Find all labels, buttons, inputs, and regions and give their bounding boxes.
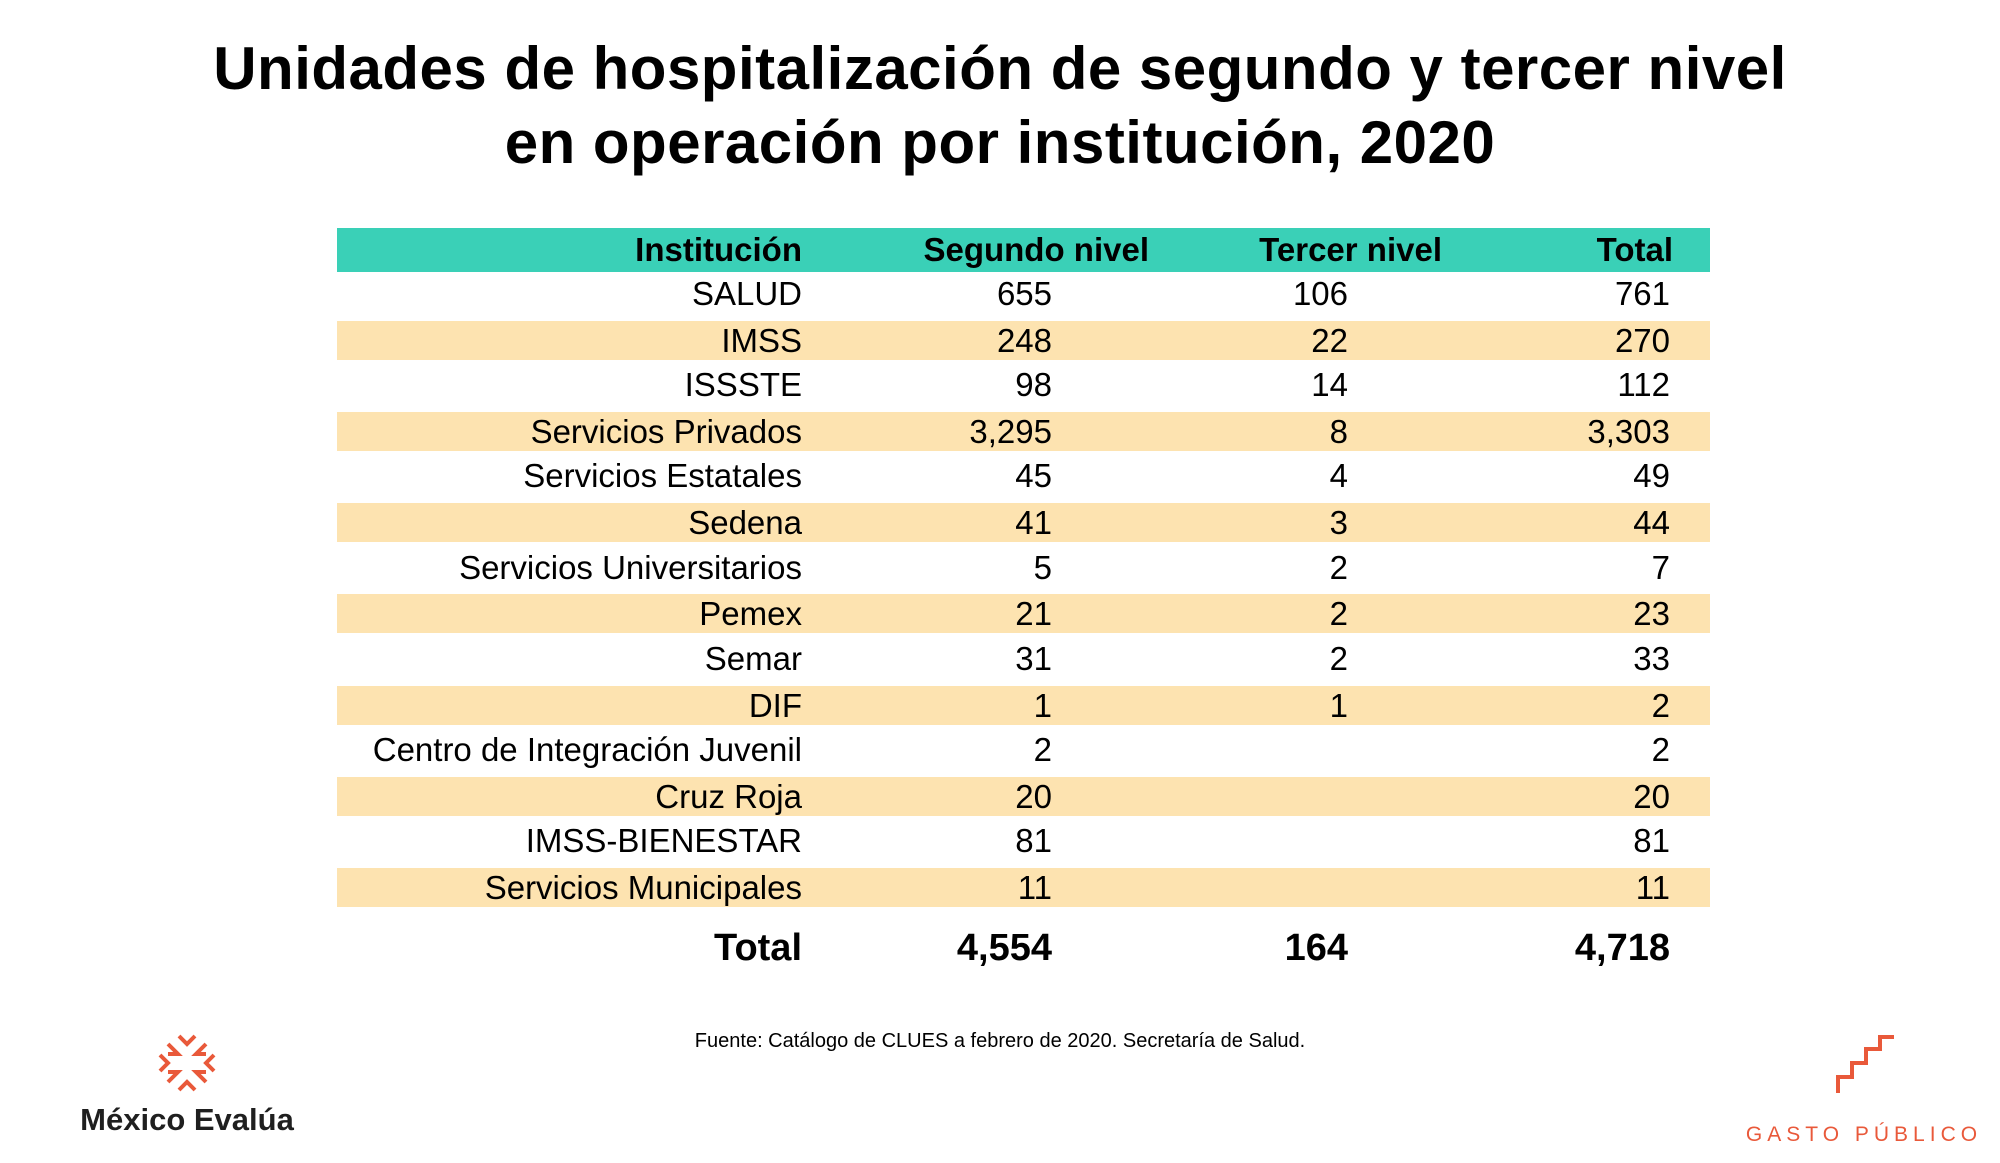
table-row: Servicios Privados 3,295 8 3,303 [337, 412, 1710, 452]
total-label: Total [714, 927, 802, 970]
cell-total: 2 [1651, 730, 1670, 768]
cell-segundo-nivel: 81 [1015, 822, 1052, 860]
header-total: Total [1596, 231, 1673, 268]
table-row: Centro de Integración Juvenil 2 2 [337, 728, 1710, 774]
cell-total: 3,303 [1587, 413, 1670, 451]
cell-institucion: Semar [704, 639, 802, 677]
cell-tercer-nivel: 106 [1292, 275, 1348, 312]
header-segundo-nivel: Segundo nivel [923, 231, 1149, 268]
table-row: DIF 1 1 2 [337, 685, 1710, 725]
title-line-1: Unidades de hospitalización de segundo y… [213, 35, 1787, 102]
cell-total: 761 [1614, 275, 1670, 312]
table-row: IMSS-BIENESTAR 81 81 [337, 819, 1710, 865]
cell-tercer-nivel: 14 [1311, 366, 1348, 404]
cell-segundo-nivel: 98 [1015, 366, 1052, 404]
total-segundo-nivel: 4,554 [956, 927, 1052, 970]
cell-tercer-nivel: 8 [1329, 413, 1348, 451]
cell-segundo-nivel: 11 [1017, 869, 1052, 907]
cell-segundo-nivel: 3,295 [969, 413, 1052, 451]
cell-segundo-nivel: 248 [996, 321, 1052, 359]
table-row: IMSS 248 22 270 [337, 320, 1710, 360]
table-row: Cruz Roja 20 20 [337, 776, 1710, 816]
title-line-2: en operación por institución, 2020 [504, 109, 1496, 176]
table-row: Semar 31 2 33 [337, 637, 1710, 683]
cell-institucion: Centro de Integración Juvenil [372, 730, 802, 768]
mexico-evalua-star-icon [158, 1034, 216, 1092]
mexico-evalua-name: México Evalúa [80, 1102, 294, 1137]
table-row: Servicios Estatales 45 4 49 [337, 454, 1710, 500]
cell-tercer-nivel: 1 [1329, 686, 1348, 724]
cell-total: 20 [1633, 777, 1670, 815]
cell-segundo-nivel: 41 [1015, 504, 1052, 542]
cell-total: 44 [1633, 504, 1670, 542]
cell-tercer-nivel: 3 [1329, 504, 1348, 542]
cell-tercer-nivel: 2 [1329, 548, 1348, 586]
table-row: SALUD 655 106 761 [337, 272, 1710, 318]
cell-institucion: ISSSTE [684, 366, 802, 404]
header-tercer-nivel: Tercer nivel [1259, 231, 1442, 268]
source-note: Fuente: Catálogo de CLUES a febrero de 2… [694, 1030, 1306, 1052]
cell-institucion: Servicios Universitarios [459, 548, 802, 586]
cell-institucion: IMSS-BIENESTAR [525, 822, 802, 860]
cell-institucion: SALUD [691, 275, 802, 312]
chart-title: Unidades de hospitalización de segundo y… [0, 32, 2000, 180]
table-row: Servicios Municipales 11 11 [337, 868, 1710, 908]
cell-segundo-nivel: 20 [1015, 777, 1052, 815]
cell-institucion: Servicios Estatales [523, 457, 802, 495]
table-row: Sedena 41 3 44 [337, 503, 1710, 543]
cell-institucion: Sedena [688, 504, 802, 542]
cell-segundo-nivel: 45 [1015, 457, 1052, 495]
cell-institucion: IMSS [721, 321, 802, 359]
table-row: Pemex 21 2 23 [337, 594, 1710, 634]
cell-total: 7 [1651, 548, 1670, 586]
table-row: ISSSTE 98 14 112 [337, 363, 1710, 409]
mexico-evalua-logo: México Evalúa [76, 1032, 298, 1142]
cell-tercer-nivel: 4 [1329, 457, 1348, 495]
gasto-publico-name: GASTO PÚBLICO [1745, 1123, 1983, 1146]
cell-tercer-nivel: 2 [1329, 595, 1348, 633]
cell-segundo-nivel: 2 [1033, 730, 1052, 768]
gasto-publico-logo: GASTO PÚBLICO [1744, 1033, 1984, 1153]
cell-total: 23 [1633, 595, 1670, 633]
total-tercer-nivel: 164 [1284, 927, 1348, 970]
cell-institucion: Pemex [699, 595, 802, 633]
cell-total: 11 [1635, 869, 1670, 907]
cell-total: 2 [1651, 686, 1670, 724]
cell-segundo-nivel: 655 [996, 275, 1052, 312]
cell-institucion: DIF [748, 686, 802, 724]
cell-total: 33 [1633, 639, 1670, 677]
institution-table: Institución Segundo nivel Tercer nivel T… [337, 228, 1710, 970]
table-header-row: Institución Segundo nivel Tercer nivel T… [337, 228, 1710, 272]
gasto-publico-stairs-icon [1836, 1035, 1894, 1093]
cell-segundo-nivel: 31 [1015, 639, 1052, 677]
table-total-row: Total 4,554 164 4,718 [337, 910, 1710, 970]
total-total: 4,718 [1574, 927, 1670, 970]
cell-segundo-nivel: 21 [1015, 595, 1052, 633]
header-institucion: Institución [635, 231, 802, 268]
cell-tercer-nivel: 2 [1329, 639, 1348, 677]
table-row: Servicios Universitarios 5 2 7 [337, 546, 1710, 592]
cell-tercer-nivel: 22 [1311, 321, 1348, 359]
cell-segundo-nivel: 1 [1033, 686, 1052, 724]
cell-total: 270 [1614, 321, 1670, 359]
cell-segundo-nivel: 5 [1033, 548, 1052, 586]
cell-institucion: Servicios Privados [530, 413, 802, 451]
cell-institucion: Cruz Roja [655, 777, 802, 815]
cell-total: 112 [1617, 366, 1670, 404]
cell-total: 49 [1633, 457, 1670, 495]
cell-institucion: Servicios Municipales [484, 869, 802, 907]
cell-total: 81 [1633, 822, 1670, 860]
